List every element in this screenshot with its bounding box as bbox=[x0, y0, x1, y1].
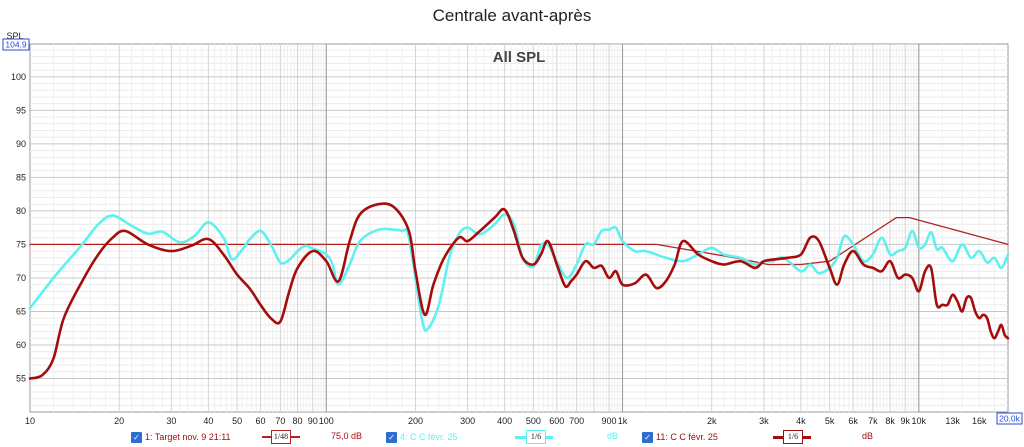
y-tick-label: 55 bbox=[16, 373, 26, 383]
y-tick-label: 90 bbox=[16, 139, 26, 149]
legend-item-target[interactable]: ✓ 1: Target nov. 9 21:11 bbox=[131, 429, 231, 445]
x-tick-label: 70 bbox=[275, 416, 285, 426]
x-tick-label: 100 bbox=[319, 416, 334, 426]
legend-value-cc4: dB bbox=[607, 431, 619, 441]
x-tick-label: 7k bbox=[868, 416, 878, 426]
x-tick-label: 50 bbox=[232, 416, 242, 426]
y-tick-labels: 55 60 65 70 75 80 85 90 95 100 bbox=[11, 72, 26, 384]
y-tick-label: 75 bbox=[16, 239, 26, 249]
series-line-2 bbox=[28, 213, 1010, 332]
x-tick-label: 4k bbox=[796, 416, 806, 426]
legend-item-cc11[interactable]: ✓ 11: C C févr. 25 bbox=[642, 429, 718, 445]
check-icon[interactable]: ✓ bbox=[642, 431, 653, 443]
x-tick-label: 2k bbox=[707, 416, 717, 426]
series-line-3 bbox=[28, 202, 1010, 380]
series-line-1 bbox=[29, 216, 1009, 266]
spl-chart[interactable]: 55 60 65 70 75 80 85 90 95 100 10 20 30 40 50 60 70 80 90… bbox=[0, 0, 1024, 430]
check-icon[interactable]: ✓ bbox=[131, 431, 142, 443]
x-tick-label: 900 bbox=[601, 416, 616, 426]
legend-label-cc11: 11: C C févr. 25 bbox=[656, 432, 718, 442]
x-tick-label: 700 bbox=[569, 416, 584, 426]
x-tick-label: 3k bbox=[759, 416, 769, 426]
x-tick-labels: 10 20 30 40 50 60 70 80 90 100 200 300 400 500 600 700 9… bbox=[25, 416, 987, 426]
smoothing-cc11[interactable]: 1/6 bbox=[783, 430, 803, 444]
x-tick-label: 13k bbox=[945, 416, 960, 426]
x-tick-label: 10 bbox=[25, 416, 35, 426]
y-tick-label: 85 bbox=[16, 172, 26, 182]
x-tick-label: 9k bbox=[900, 416, 910, 426]
x-tick-label: 5k bbox=[825, 416, 835, 426]
plot-background bbox=[29, 43, 1009, 413]
y-tick-label: 65 bbox=[16, 306, 26, 316]
y-tick-label: 95 bbox=[16, 105, 26, 115]
smoothing-target[interactable]: 1/48 bbox=[271, 430, 291, 444]
chart-title: All SPL bbox=[493, 49, 546, 66]
x-tick-label: 30 bbox=[166, 416, 176, 426]
major-grid bbox=[30, 44, 1008, 412]
legend-value-target: 75,0 dB bbox=[331, 431, 363, 441]
legend-label-target: 1: Target nov. 9 21:11 bbox=[145, 432, 231, 442]
window-title: Centrale avant-après bbox=[432, 6, 592, 25]
check-icon[interactable]: ✓ bbox=[386, 431, 397, 443]
y-top-readout-box[interactable] bbox=[2, 38, 30, 51]
y-tick-label: 100 bbox=[11, 72, 26, 82]
x-tick-label: 600 bbox=[549, 416, 564, 426]
legend-value-cc11: dB bbox=[862, 431, 874, 441]
x-end-readout: 20,0k bbox=[999, 414, 1021, 424]
y-tick-label: 80 bbox=[16, 206, 26, 216]
x-tick-label: 10k bbox=[912, 416, 927, 426]
x-tick-label: 60 bbox=[256, 416, 266, 426]
x-tick-label: 20 bbox=[114, 416, 124, 426]
x-tick-label: 6k bbox=[848, 416, 858, 426]
x-tick-label: 500 bbox=[526, 416, 541, 426]
x-tick-label: 400 bbox=[497, 416, 512, 426]
x-tick-label: 8k bbox=[885, 416, 895, 426]
series-layer bbox=[28, 202, 1010, 380]
x-tick-label: 1k bbox=[618, 416, 628, 426]
legend-item-cc4[interactable]: ✓ 4: C C févr. 25 bbox=[386, 429, 458, 445]
legend-label-cc4: 4: C C févr. 25 bbox=[400, 432, 458, 442]
smoothing-cc4[interactable]: 1/6 bbox=[526, 430, 546, 444]
y-axis-label: SPL bbox=[6, 31, 23, 41]
minor-grid bbox=[30, 44, 1008, 412]
x-end-readout-box[interactable] bbox=[996, 412, 1023, 425]
x-tick-label: 40 bbox=[203, 416, 213, 426]
y-tick-label: 60 bbox=[16, 340, 26, 350]
x-tick-label: 200 bbox=[408, 416, 423, 426]
y-top-readout: 104,9 bbox=[5, 40, 27, 50]
x-tick-label: 80 bbox=[293, 416, 303, 426]
y-tick-label: 70 bbox=[16, 273, 26, 283]
x-tick-label: 90 bbox=[308, 416, 318, 426]
x-tick-label: 300 bbox=[460, 416, 475, 426]
x-tick-label: 16k bbox=[972, 416, 987, 426]
